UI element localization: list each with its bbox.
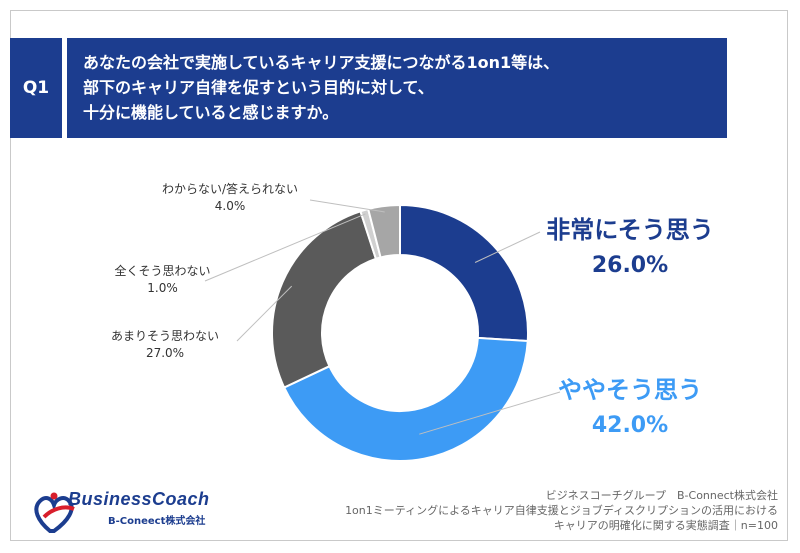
slice-strongly-agree xyxy=(399,203,529,343)
label-not-at-all-value: 1.0% xyxy=(147,281,178,295)
slice-not-much xyxy=(271,210,378,389)
label-somewhat-agree: ややそう思う 42.0% xyxy=(525,372,735,444)
business-coach-logo-icon xyxy=(34,492,75,533)
question-text: あなたの会社で実施しているキャリア支援につながる1on1等は、 部下のキャリア自… xyxy=(67,38,727,138)
label-unknown-name: わからない/答えられない xyxy=(161,182,299,196)
slice-unknown xyxy=(366,203,401,259)
question-line-2: 部下のキャリア自律を促すという目的に対して、 xyxy=(83,78,434,97)
footer-line-2: 1on1ミーティングによるキャリア自律支援とジョブディスクリプションの活用におけ… xyxy=(345,504,778,517)
leader-line xyxy=(204,213,366,282)
label-not-much-name: あまりそう思わない xyxy=(110,329,219,343)
footer-line-3: キャリアの明確化に関する実態調査｜n=100 xyxy=(553,519,778,532)
question-line-3: 十分に機能していると感じますか。 xyxy=(83,103,339,122)
leader-line xyxy=(236,285,293,342)
footer-line-1: ビジネスコーチグループ B-Connect株式会社 xyxy=(545,489,778,502)
label-not-much-value: 27.0% xyxy=(145,346,185,360)
leader-line xyxy=(309,199,385,213)
label-strongly-agree: 非常にそう思う 26.0% xyxy=(525,212,735,284)
label-somewhat-agree-value: 42.0% xyxy=(591,413,669,438)
leader-line xyxy=(474,231,541,263)
question-badge: Q1 xyxy=(10,38,62,138)
label-unknown-value: 4.0% xyxy=(214,199,246,213)
label-not-at-all-name: 全くそう思わない xyxy=(114,264,211,278)
label-strongly-agree-value: 26.0% xyxy=(591,253,669,278)
label-not-much: あまりそう思わない 27.0% xyxy=(90,328,240,362)
slice-somewhat-agree xyxy=(282,336,529,462)
leader-line xyxy=(419,391,561,435)
label-unknown: わからない/答えられない 4.0% xyxy=(130,181,330,215)
question-line-1: あなたの会社で実施しているキャリア支援につながる1on1等は、 xyxy=(83,53,560,72)
logo-name: BusinessCoach xyxy=(68,489,210,509)
source-footer: ビジネスコーチグループ B-Connect株式会社 1on1ミーティングによるキ… xyxy=(345,488,778,533)
logo-subtitle: B-Coneect株式会社 xyxy=(108,516,206,527)
label-not-at-all: 全くそう思わない 1.0% xyxy=(90,263,235,297)
label-strongly-agree-name: 非常にそう思う xyxy=(546,216,714,244)
label-somewhat-agree-name: ややそう思う xyxy=(558,376,702,404)
